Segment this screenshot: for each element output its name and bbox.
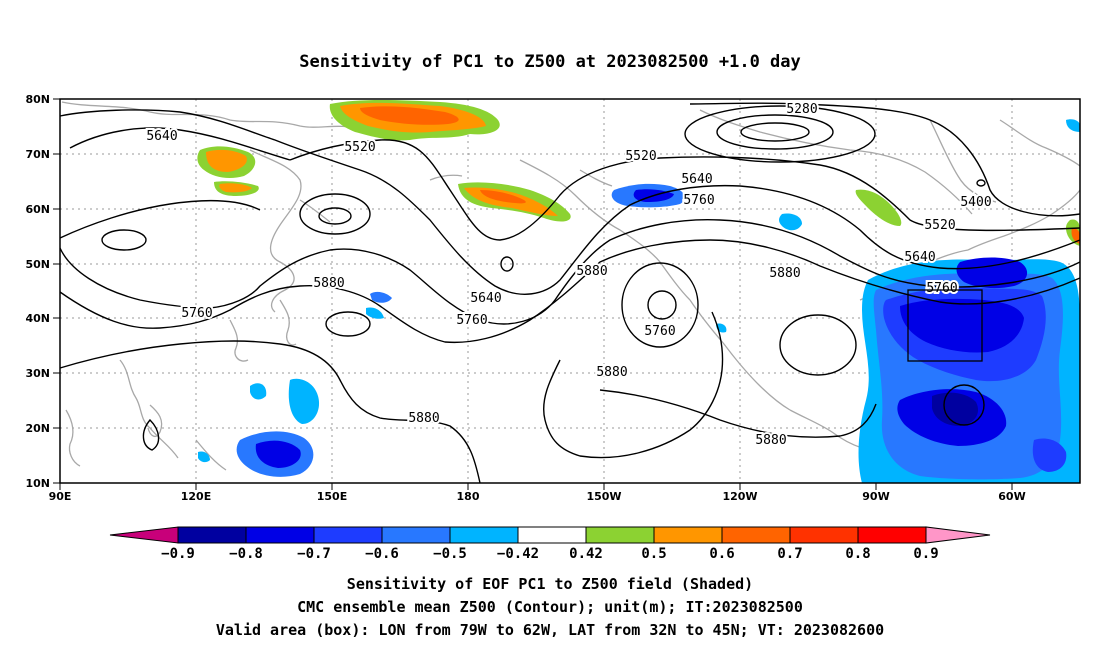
colorbar-tick-label: 0.8 [845, 546, 870, 562]
longitude-labels: 90E 120E 150E 180 150W 120W 90W 60W [49, 490, 1026, 503]
colorbar-segment [177, 526, 247, 544]
colorbar-segment [517, 526, 587, 544]
contour-label: 5400 [960, 195, 991, 210]
caption-line-3: Valid area (box): LON from 79W to 62W, L… [216, 621, 884, 639]
contour-label: 5760 [926, 281, 957, 296]
map-tick-marks [53, 98, 1013, 490]
contour-label: 5640 [904, 250, 935, 265]
caption-line-1: Sensitivity of EOF PC1 to Z500 field (Sh… [347, 575, 753, 593]
contour-label: 5640 [470, 291, 501, 306]
colorbar-segment [585, 526, 655, 544]
map-frame [59, 98, 1081, 484]
lon-label: 150E [317, 490, 347, 503]
colorbar-segment [313, 526, 383, 544]
colorbar-tick-label: −0.8 [229, 546, 263, 562]
negative-sensitivity-shading [198, 119, 1080, 483]
lon-label: 180 [457, 490, 480, 503]
colorbar-segment [653, 526, 723, 544]
colorbar-segment [381, 526, 451, 544]
lat-label: 40N [25, 312, 50, 325]
z500-contours [59, 102, 1081, 484]
contour-label: 5880 [755, 433, 786, 448]
colorbar-tick-label: 0.6 [709, 546, 734, 562]
map-title: Sensitivity of PC1 to Z500 at 2023082500… [299, 52, 801, 72]
colorbar-max-triangle [925, 526, 991, 544]
colorbar-tick-label: −0.6 [365, 546, 399, 562]
lat-label: 50N [25, 258, 50, 271]
lon-label: 150W [586, 490, 621, 503]
contour-label: 5760 [456, 313, 487, 328]
contour-labels: 5640 5520 5520 5640 5760 5280 5400 5520 … [144, 100, 993, 450]
latitude-labels: 80N 70N 60N 50N 40N 30N 20N 10N [25, 93, 50, 490]
lat-label: 10N [25, 477, 50, 490]
lat-label: 70N [25, 148, 50, 161]
colorbar: −0.9 −0.8 −0.7 −0.6 −0.5 −0.42 0.42 0.5 0.6 0.7 0.… [109, 526, 991, 562]
lon-label: 120E [181, 490, 211, 503]
colorbar-segment [245, 526, 315, 544]
contour-label: 5760 [644, 324, 675, 339]
map-panel: 5640 5520 5520 5640 5760 5280 5400 5520 … [25, 93, 1081, 503]
map-gridlines [60, 99, 1080, 483]
positive-sensitivity-shading [197, 100, 1080, 246]
colorbar-tick-label: −0.5 [433, 546, 467, 562]
lat-label: 60N [25, 203, 50, 216]
lat-label: 30N [25, 367, 50, 380]
contour-label: 5640 [146, 129, 177, 144]
lon-label: 60W [998, 490, 1025, 503]
contour-label: 5880 [769, 266, 800, 281]
colorbar-tick-label: 0.7 [777, 546, 802, 562]
contour-label: 5880 [576, 264, 607, 279]
colorbar-tick-label: 0.42 [569, 546, 603, 562]
colorbar-segment [857, 526, 927, 544]
contour-label: 5640 [681, 172, 712, 187]
contour-label: 5880 [408, 411, 439, 426]
contour-label: 5880 [596, 365, 627, 380]
contour-label: 5760 [181, 306, 212, 321]
lat-label: 80N [25, 93, 50, 106]
colorbar-tick-label: 0.5 [641, 546, 666, 562]
contour-label: 5520 [924, 218, 955, 233]
valid-area-box [907, 289, 983, 362]
colorbar-tick-label: −0.7 [297, 546, 331, 562]
contour-label: 5760 [683, 193, 714, 208]
lon-label: 90W [862, 490, 889, 503]
colorbar-min-triangle [109, 526, 179, 544]
colorbar-segment [721, 526, 791, 544]
contour-label: 5520 [344, 140, 375, 155]
colorbar-tick-label: 0.9 [913, 546, 938, 562]
colorbar-tick-label: −0.42 [497, 546, 539, 562]
lon-label: 120W [722, 490, 757, 503]
contour-label: 5880 [313, 276, 344, 291]
colorbar-segment [449, 526, 519, 544]
contour-label: 5520 [625, 149, 656, 164]
colorbar-tick-label: −0.9 [161, 546, 195, 562]
lon-label: 90E [49, 490, 72, 503]
lat-label: 20N [25, 422, 50, 435]
contour-label: 5280 [786, 102, 817, 117]
caption: Sensitivity of EOF PC1 to Z500 field (Sh… [216, 575, 884, 639]
colorbar-segment [789, 526, 859, 544]
caption-line-2: CMC ensemble mean Z500 (Contour); unit(m… [297, 598, 803, 616]
